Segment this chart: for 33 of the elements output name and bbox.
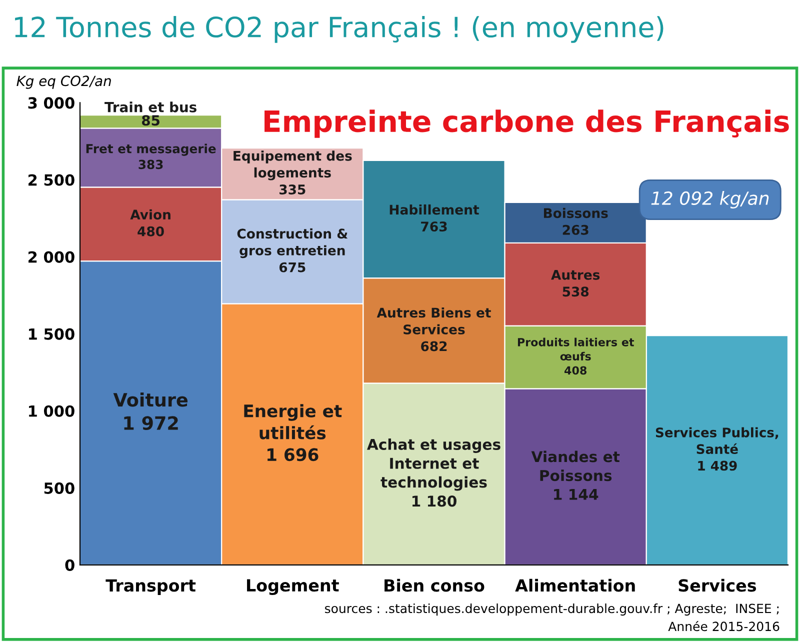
data-label: Equipement des logements 335 [234,150,352,194]
y-tick-label: 3 000 [28,97,74,109]
y-tick-label: 500 [44,482,74,494]
x-tick-label: Transport [106,579,196,595]
y-axis-title: Kg eq CO2/an [16,76,111,89]
data-label: Energie et utilités 1 696 [244,404,342,462]
data-label: Habillement 763 [390,204,480,232]
source-note: sources : .statistiques.developpement-durable.gouv.fr ; Agreste; INSEE ; [324,603,779,616]
data-label: Achat et usages Internet et technologies 1 180 [367,438,500,507]
data-label: Autres Biens et Services 682 [376,307,491,352]
x-tick-label: Alimentation [515,578,635,592]
y-tick-label: 2 000 [28,251,74,263]
chart-title: 12 Tonnes de CO2 par Français ! (en moyenne) [15,16,664,43]
x-tick-label: Bien conso [384,578,484,592]
x-tick-label: Logement [247,579,339,595]
data-label: Boissons 263 [544,208,608,235]
data-label: Train et bus 85 [104,102,196,126]
data-label: Voiture 1 972 [113,392,188,430]
data-label: Construction & gros entretien 675 [237,228,348,272]
y-tick-label: 1 000 [29,405,74,417]
y-tick-label: 2 500 [28,174,74,186]
data-label: Produits laitiers et œufs 408 [518,338,634,375]
x-tick-label: Services [678,578,756,592]
data-label: Viandes et Poissons 1 144 [531,450,620,500]
chart-subtitle: Empreinte carbone des Français [264,110,789,138]
data-label: Avion 480 [130,209,170,236]
y-tick-label: 0 [65,559,74,571]
text: Année 2015-2016 [668,620,780,632]
data-label: Services Publics, Santé 1 489 [656,427,778,471]
annotation: 12 092 kg/an [651,191,769,209]
data-label: Autres 538 [551,270,600,297]
y-tick-label: 1 500 [29,328,74,340]
data-label: Fret et messagerie 383 [86,144,216,170]
